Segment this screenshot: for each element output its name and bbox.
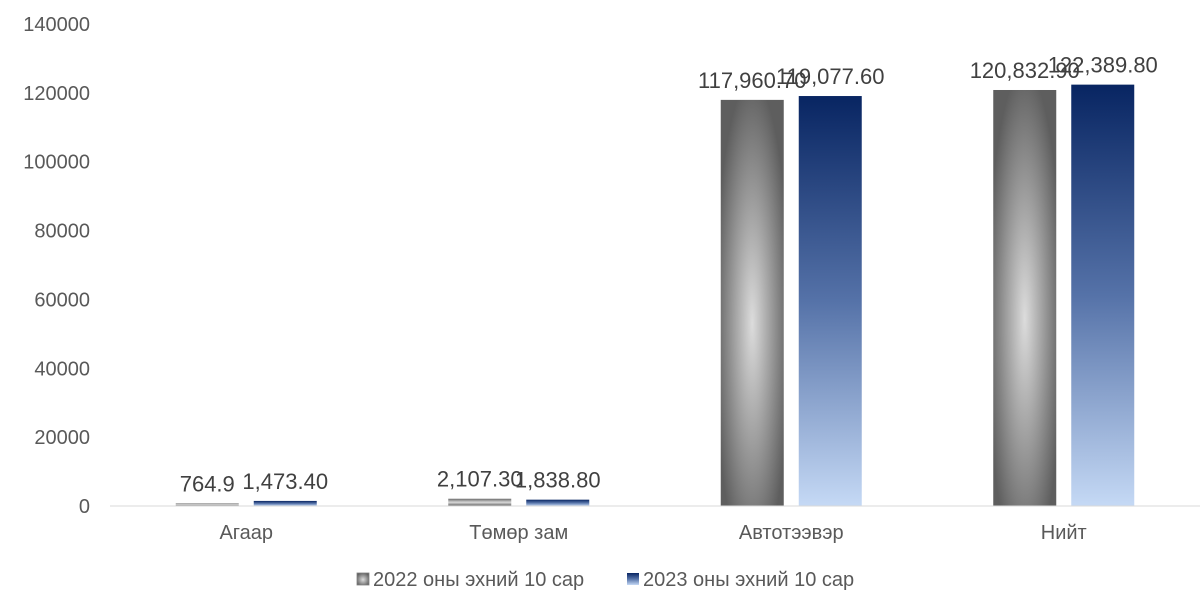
legend-swatch (356, 572, 370, 586)
data-label: 120,832.90 (970, 58, 1080, 83)
data-label: 117,960.70 (698, 68, 806, 93)
bar-2022-1 (448, 498, 512, 506)
data-label: 2,107.30 (437, 467, 523, 492)
y-tick-label: 120000 (23, 83, 90, 105)
bar-2023-0 (253, 500, 317, 506)
legend-label: 2022 оны эхний 10 сар (373, 569, 584, 591)
y-tick-label: 40000 (34, 358, 90, 380)
bars: 764.9 1,473.40 2,107.301,838.80117,960.701… (175, 53, 1158, 507)
bar-2023-3 (1071, 84, 1135, 507)
data-label: 1,838.80 (515, 468, 601, 493)
x-axis: Агаар Төмөр зам Автотээвэр Нийт (110, 505, 1200, 544)
legend-swatch (627, 573, 639, 585)
x-tick-label: Нийт (1041, 522, 1087, 544)
legend-label: 2023 оны эхний 10 сар (643, 569, 854, 591)
bar-2023-1 (526, 499, 590, 506)
y-axis: 0 20000 40000 60000 80000 100000 120000 140000 (23, 14, 90, 518)
data-label: 119,077.60 (776, 64, 884, 89)
y-tick-label: 20000 (34, 427, 90, 449)
legend: 2022 оны эхний 10 сар 2023 оны эхний 10 с… (356, 569, 854, 591)
bar-2022-3 (993, 89, 1057, 506)
x-tick-label: Төмөр зам (469, 522, 568, 544)
y-tick-label: 100000 (23, 152, 90, 174)
data-label: 122,389.80 (1048, 53, 1158, 78)
data-label: 1,473.40 (242, 469, 328, 494)
data-label: 764.9 (180, 471, 235, 496)
y-tick-label: 60000 (34, 289, 90, 311)
x-tick-label: Агаар (219, 522, 273, 544)
bar-2023-2 (798, 96, 862, 506)
bar-2022-2 (720, 99, 784, 506)
bar-2022-0 (175, 503, 239, 506)
y-tick-label: 0 (79, 496, 90, 518)
y-tick-label: 80000 (34, 221, 90, 243)
y-tick-label: 140000 (23, 14, 90, 36)
x-tick-label: Автотээвэр (739, 522, 844, 544)
